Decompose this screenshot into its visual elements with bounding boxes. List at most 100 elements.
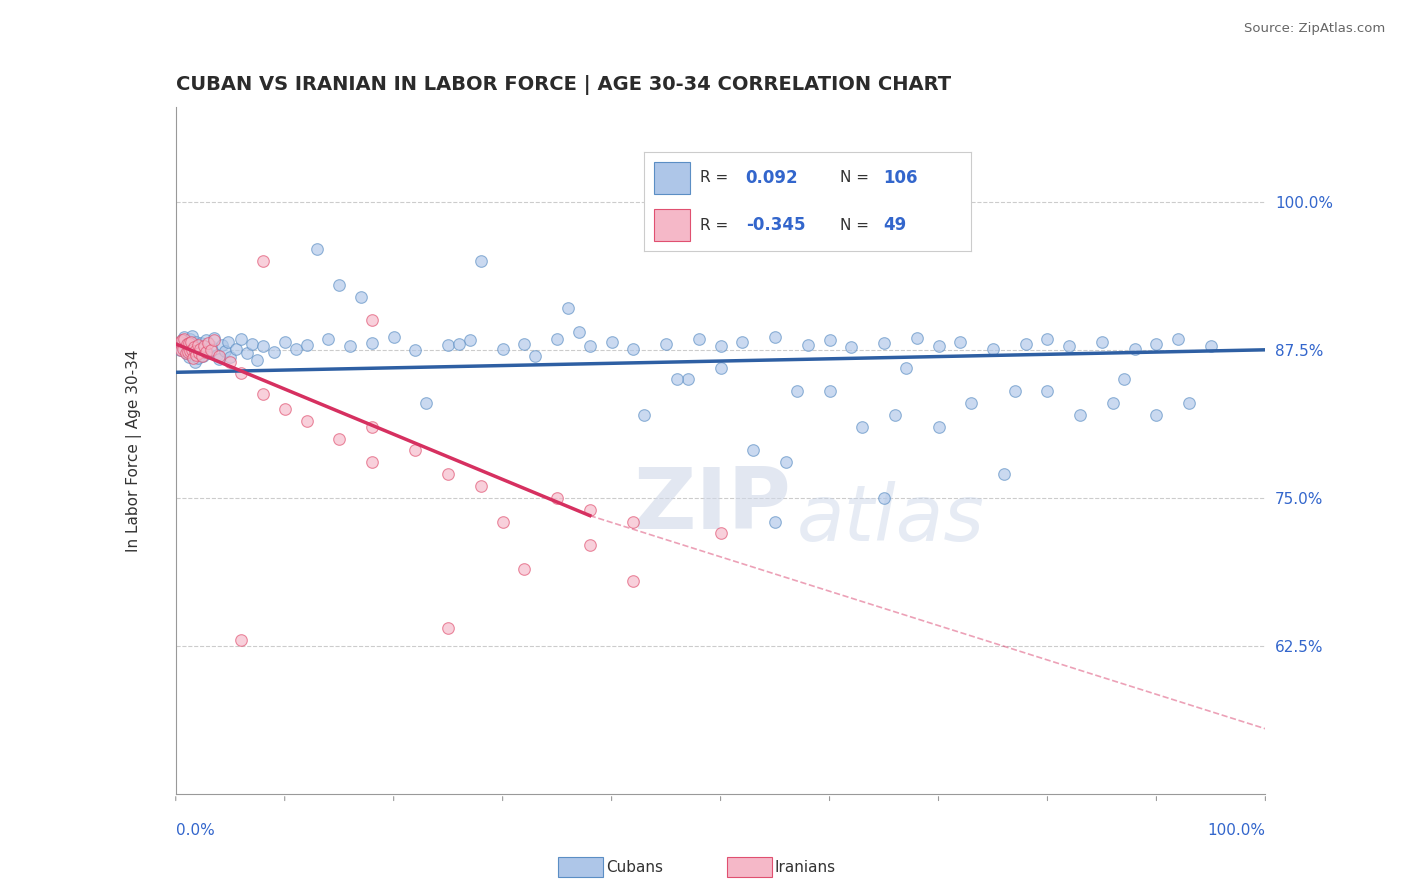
Point [231, 332, 253, 346]
Point [666, 372, 689, 386]
Point [579, 339, 602, 353]
Point [186, 334, 208, 349]
Point [177, 345, 200, 359]
Point [186, 347, 208, 361]
Point [818, 334, 841, 348]
Point [655, 337, 678, 351]
Point [568, 325, 591, 339]
Point [181, 328, 204, 343]
Point [172, 342, 194, 356]
Point [492, 515, 515, 529]
Bar [654, 161, 690, 194]
Point [172, 339, 194, 353]
Point [579, 538, 602, 552]
Point [197, 335, 219, 350]
Point [176, 337, 198, 351]
Point [188, 343, 211, 358]
Text: 106: 106 [883, 169, 918, 186]
Point [240, 337, 263, 351]
Point [1102, 396, 1125, 410]
Point [183, 338, 205, 352]
Point [458, 334, 481, 348]
Point [191, 349, 214, 363]
Point [202, 334, 225, 348]
Point [350, 289, 373, 303]
Point [437, 338, 460, 352]
Point [621, 574, 644, 588]
Point [174, 346, 197, 360]
Point [295, 414, 318, 428]
Point [470, 254, 492, 268]
Point [193, 339, 215, 353]
Point [1123, 342, 1146, 356]
Point [905, 331, 928, 345]
Point [284, 342, 307, 356]
Point [195, 334, 218, 348]
Point [1091, 334, 1114, 349]
Point [513, 337, 536, 351]
Point [437, 621, 460, 635]
Point [513, 562, 536, 576]
Point [186, 338, 209, 352]
Point [219, 350, 242, 364]
Text: Cubans: Cubans [606, 860, 664, 874]
Text: Source: ZipAtlas.com: Source: ZipAtlas.com [1244, 22, 1385, 36]
Point [884, 408, 907, 422]
Point [188, 342, 211, 356]
Point [176, 337, 198, 351]
Point [274, 402, 297, 417]
Text: ZIP: ZIP [633, 464, 792, 547]
Point [600, 334, 623, 349]
Point [633, 408, 655, 422]
Point [187, 341, 209, 355]
Point [339, 339, 361, 353]
Point [775, 455, 797, 469]
Point [318, 332, 340, 346]
Point [208, 349, 231, 363]
Point [993, 467, 1015, 482]
Point [928, 419, 950, 434]
Point [415, 396, 437, 410]
Point [676, 372, 699, 386]
Point [981, 342, 1004, 356]
Point [211, 338, 233, 352]
Point [360, 419, 382, 434]
Point [1199, 339, 1222, 353]
Point [1144, 408, 1167, 422]
Point [621, 342, 644, 356]
Point [202, 331, 225, 345]
Text: R =: R = [700, 218, 728, 233]
Point [252, 339, 274, 353]
Point [186, 351, 209, 365]
Point [193, 342, 215, 356]
Point [763, 330, 786, 344]
Point [179, 332, 201, 346]
Point [1178, 396, 1201, 410]
Point [200, 343, 222, 357]
Point [382, 330, 405, 344]
Point [307, 242, 329, 256]
Point [1004, 384, 1026, 399]
Point [205, 347, 228, 361]
Bar [654, 210, 690, 242]
Point [219, 354, 242, 368]
Point [172, 334, 194, 348]
Point [763, 515, 786, 529]
Point [181, 351, 204, 365]
Point [231, 632, 253, 647]
Point [170, 343, 193, 357]
Point [818, 384, 841, 399]
Point [208, 352, 231, 367]
Point [252, 254, 274, 268]
Point [252, 386, 274, 401]
Text: N =: N = [841, 218, 869, 233]
Point [169, 334, 191, 349]
Point [524, 349, 547, 363]
Point [470, 479, 492, 493]
Point [1036, 332, 1059, 346]
Point [328, 277, 350, 292]
Point [181, 345, 204, 359]
Point [214, 343, 236, 358]
Point [710, 360, 733, 375]
Point [180, 347, 202, 361]
